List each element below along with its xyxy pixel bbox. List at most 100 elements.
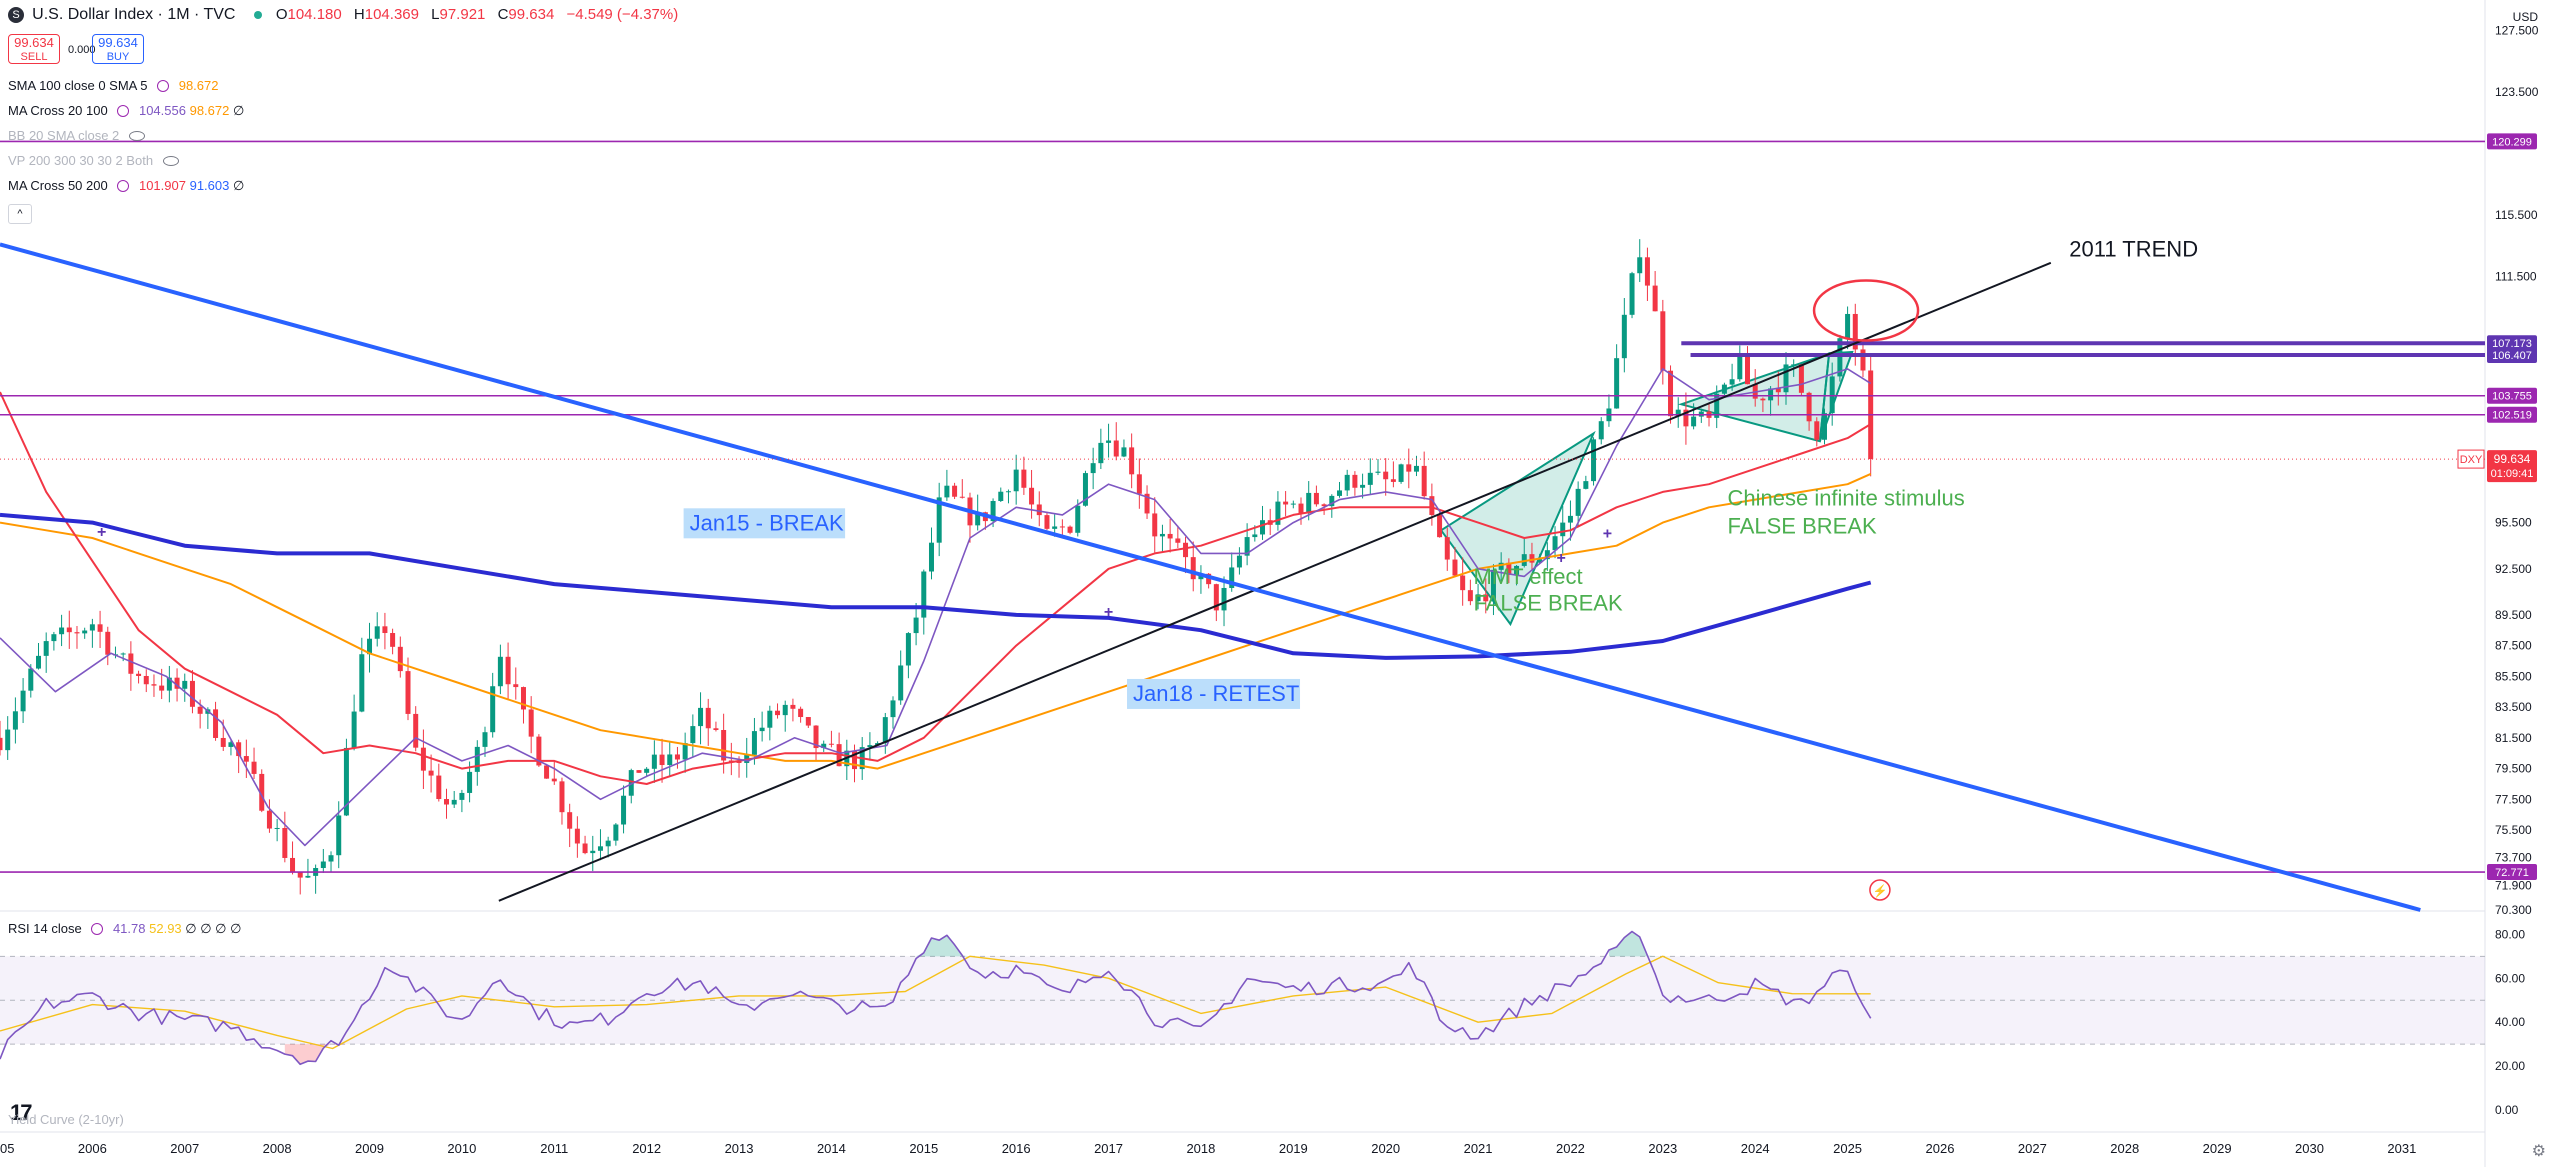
hidden-eye-icon[interactable] <box>128 130 145 141</box>
settings-icon[interactable] <box>157 79 170 92</box>
time-axis-tick: 2008 <box>263 1141 292 1156</box>
price-axis-tick: 115.500 <box>2495 208 2538 222</box>
candle-body <box>166 677 172 691</box>
rsi-axis-tick: 40.00 <box>2495 1015 2525 1029</box>
indicator-ma-cross-50-200[interactable]: MA Cross 50 200 101.907 91.603 ∅ <box>8 178 244 194</box>
time-axis-tick: 2013 <box>725 1141 754 1156</box>
settings-icon[interactable] <box>91 922 104 935</box>
settings-icon[interactable] <box>117 179 130 192</box>
candle-body <box>59 627 65 635</box>
candle-body <box>1783 364 1789 393</box>
candle-body <box>12 711 18 730</box>
candle-body <box>20 690 26 712</box>
ma50-line <box>0 391 1872 785</box>
candle-body <box>559 781 565 813</box>
candle-body <box>636 770 642 773</box>
candle-body <box>359 654 365 712</box>
time-axis-tick: 2031 <box>2387 1141 2416 1156</box>
settings-icon[interactable] <box>117 104 130 117</box>
candle-body <box>505 656 511 685</box>
annotation-text[interactable]: Chinese infinite stimulus <box>1727 486 1964 511</box>
sell-button[interactable]: 99.634 SELL <box>8 34 60 64</box>
candle-body <box>698 707 704 727</box>
hidden-eye-icon[interactable] <box>162 155 179 166</box>
price-axis-tick: 79.500 <box>2495 762 2532 776</box>
candle-body <box>1336 490 1342 496</box>
yield-curve-legend[interactable]: Yield Curve (2-10yr) <box>8 1112 124 1127</box>
candle-body <box>1044 515 1050 529</box>
candle-body <box>174 677 180 689</box>
rsi-axis-tick: 60.00 <box>2495 971 2525 985</box>
time-axis-tick: 2011 <box>540 1141 568 1156</box>
rsi-legend[interactable]: RSI 14 close 41.78 52.93 ∅ ∅ ∅ ∅ <box>8 921 241 937</box>
candle-body <box>1206 573 1212 585</box>
annotation-text[interactable]: 2011 TREND <box>2069 237 2198 262</box>
candle-body <box>751 731 757 755</box>
candle-body <box>390 633 396 647</box>
symbol-title[interactable]: U.S. Dollar Index · 1M · TVC <box>32 6 236 23</box>
buy-button[interactable]: 99.634 BUY <box>92 34 144 64</box>
tradingview-logo[interactable]: 17 <box>10 1100 33 1125</box>
rsi-ma-value: 52.93 <box>149 921 182 936</box>
candle-body <box>682 743 688 760</box>
indicator-sma100[interactable]: SMA 100 close 0 SMA 5 98.672 <box>8 78 218 94</box>
annotation-text[interactable]: Jan18 - RETEST <box>1133 681 1299 706</box>
candle-body <box>582 843 588 854</box>
price-axis-tick: 71.900 <box>2495 878 2532 892</box>
collapse-legend-button[interactable]: ^ <box>8 204 32 224</box>
candle-body <box>605 840 611 847</box>
candle-body <box>220 737 226 747</box>
candle-body <box>1213 584 1219 611</box>
time-axis-tick: 2010 <box>447 1141 476 1156</box>
candle-body <box>1013 469 1019 492</box>
currency-label[interactable]: USD <box>2512 10 2538 24</box>
candle-body <box>1360 484 1366 488</box>
candle-body <box>1229 567 1235 588</box>
candle-body <box>1552 536 1558 551</box>
indicator-bb[interactable]: BB 20 SMA close 2 <box>8 128 149 143</box>
candle-body <box>1775 388 1781 393</box>
candle-body <box>1390 479 1396 482</box>
candle-body <box>628 770 634 796</box>
annotation-text[interactable]: FALSE BREAK <box>1473 590 1623 615</box>
candle-body <box>852 750 858 770</box>
annotation-text[interactable]: MMT effect <box>1473 564 1582 589</box>
downtrend-line[interactable] <box>0 242 2421 912</box>
candle-body <box>590 850 596 854</box>
candle-body <box>1544 550 1550 560</box>
candle-body <box>567 812 573 829</box>
candle-body <box>497 656 503 687</box>
gear-icon[interactable]: ⚙ <box>2531 1143 2546 1160</box>
price-level-tag <box>2487 346 2537 363</box>
indicator-name: BB 20 SMA close 2 <box>8 128 120 143</box>
time-axis-tick: 2020 <box>1371 1141 1400 1156</box>
candle-body <box>159 685 165 691</box>
indicator-vp[interactable]: VP 200 300 30 30 2 Both <box>8 153 183 168</box>
candle-body <box>1152 513 1158 537</box>
indicator-name: SMA 100 close 0 SMA 5 <box>8 78 148 93</box>
candle-body <box>136 673 142 676</box>
candle-body <box>990 500 996 522</box>
candle-body <box>1629 273 1635 315</box>
price-axis-tick: 70.300 <box>2495 903 2532 917</box>
candle-body <box>1159 533 1165 537</box>
highlight-circle[interactable] <box>1812 279 1920 342</box>
annotation-text[interactable]: FALSE BREAK <box>1727 513 1877 538</box>
candle-body <box>1298 503 1304 514</box>
lightning-icon[interactable] <box>1869 879 1891 901</box>
trendline-2011[interactable] <box>498 261 2052 902</box>
candle-body <box>374 626 380 639</box>
candle-body <box>1444 537 1450 560</box>
candle-body <box>305 875 311 878</box>
candle-body <box>597 846 603 851</box>
candle-body <box>1729 379 1735 385</box>
candle-body <box>1821 413 1827 440</box>
candle-body <box>1852 313 1858 350</box>
candle-body <box>1052 526 1058 529</box>
candle-body <box>213 709 219 738</box>
indicator-name: VP 200 300 30 30 2 Both <box>8 153 154 168</box>
indicator-ma-cross-20-100[interactable]: MA Cross 20 100 104.556 98.672 ∅ <box>8 103 244 119</box>
candle-body <box>151 684 157 686</box>
annotation-text[interactable]: Jan15 - BREAK <box>690 510 844 535</box>
